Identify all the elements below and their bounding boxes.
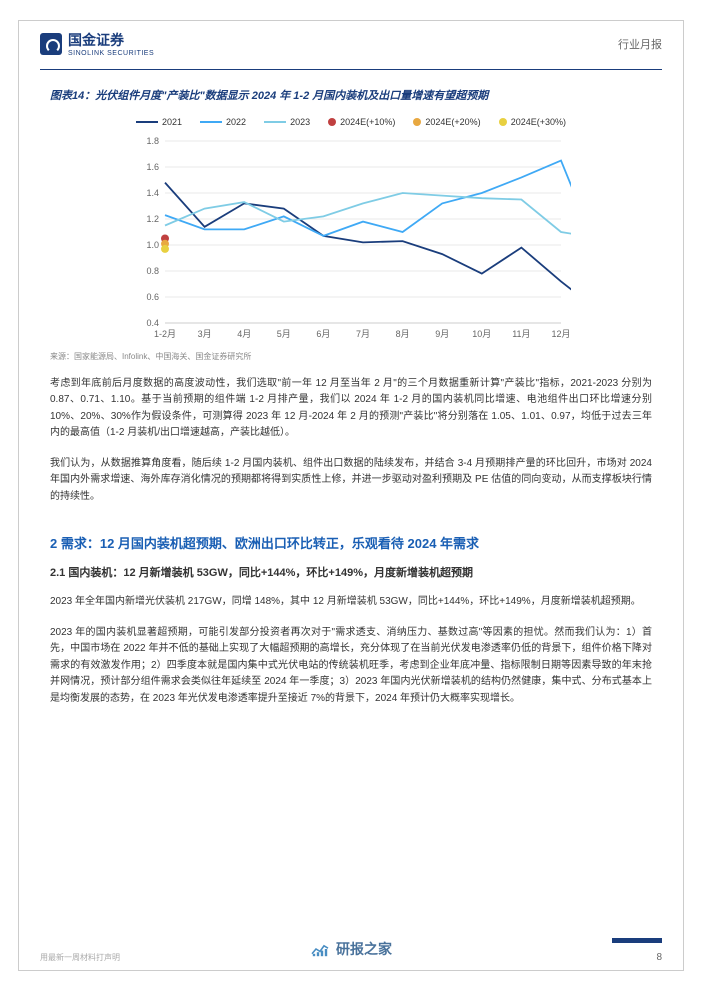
page-number: 8	[656, 952, 662, 963]
watermark: 研报之家	[310, 939, 392, 959]
footer-bar	[612, 938, 662, 943]
footer-tag: 用最新一周材料打声明	[40, 952, 120, 963]
logo-icon	[40, 33, 62, 55]
watermark-text: 研报之家	[336, 939, 392, 959]
page-border	[18, 20, 684, 971]
watermark-icon	[310, 941, 330, 957]
